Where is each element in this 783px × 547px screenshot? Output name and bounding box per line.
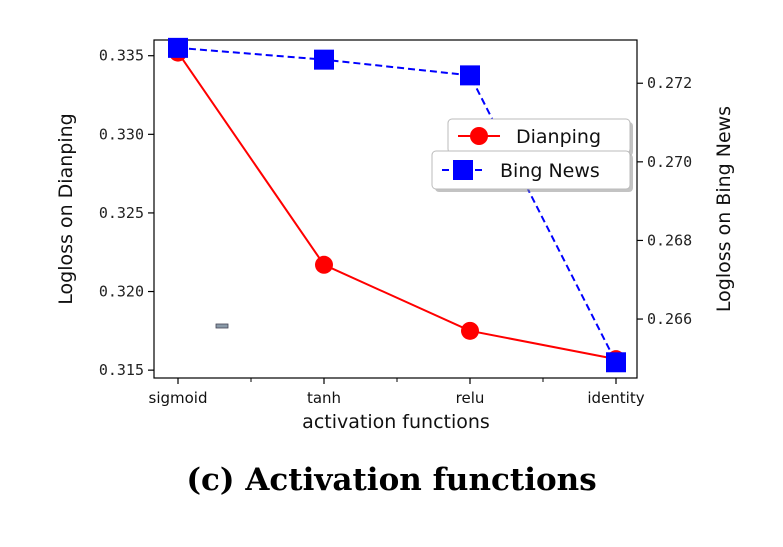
right-tick-label: 0.272: [647, 74, 692, 92]
legend-box-bing-news: Bing News: [431, 150, 633, 192]
left-tick-label: 0.330: [99, 125, 144, 143]
left-tick-label: 0.325: [99, 204, 144, 222]
right-tick-label: 0.268: [647, 231, 692, 249]
x-tick-label: identity: [587, 389, 644, 407]
x-tick-label: tanh: [307, 389, 341, 407]
right-tick-label: 0.270: [647, 153, 692, 171]
legend-marker-dianping: [470, 127, 488, 145]
legend-label-dianping: Dianping: [516, 126, 601, 148]
series-layer: [168, 37, 626, 373]
left-tick-label: 0.335: [99, 47, 144, 65]
data-point-bing-news: [314, 49, 334, 70]
left-y-axis-title: Logloss on Dianping: [55, 113, 77, 304]
plot-frame: [153, 39, 638, 379]
x-axis: sigmoid tanh relu identity: [149, 378, 645, 407]
x-tick-label: sigmoid: [149, 389, 208, 407]
legend-label-bing-news: Bing News: [500, 160, 600, 182]
left-y-axis: 0.315 0.320 0.325 0.330 0.335: [99, 47, 154, 379]
data-point-bing-news: [460, 65, 480, 86]
data-point-dianping: [461, 321, 479, 340]
legend-box-dianping: Dianping: [447, 118, 633, 156]
right-y-axis-title: Logloss on Bing News: [713, 106, 735, 312]
right-y-axis: 0.266 0.268 0.270 0.272: [637, 74, 692, 328]
figure-caption: (c) Activation functions: [186, 462, 597, 498]
right-tick-label: 0.266: [647, 310, 692, 328]
legend: Dianping Bing News: [431, 118, 633, 192]
left-tick-label: 0.320: [99, 283, 144, 301]
left-tick-label: 0.315: [99, 361, 144, 379]
data-point-dianping: [315, 255, 333, 274]
series-line-bing-news: [177, 46, 617, 363]
data-point-bing-news: [606, 352, 626, 373]
legend-marker-bing-news: [453, 160, 473, 180]
chart: 0.315 0.320 0.325 0.330 0.335 0.266 0.268 0.27…: [55, 37, 735, 433]
x-axis-title: activation functions: [302, 411, 490, 433]
series-line-dianping: [177, 52, 617, 361]
x-tick-label: relu: [456, 389, 485, 407]
data-point-bing-news: [168, 37, 188, 58]
small-artifact: [215, 323, 229, 329]
